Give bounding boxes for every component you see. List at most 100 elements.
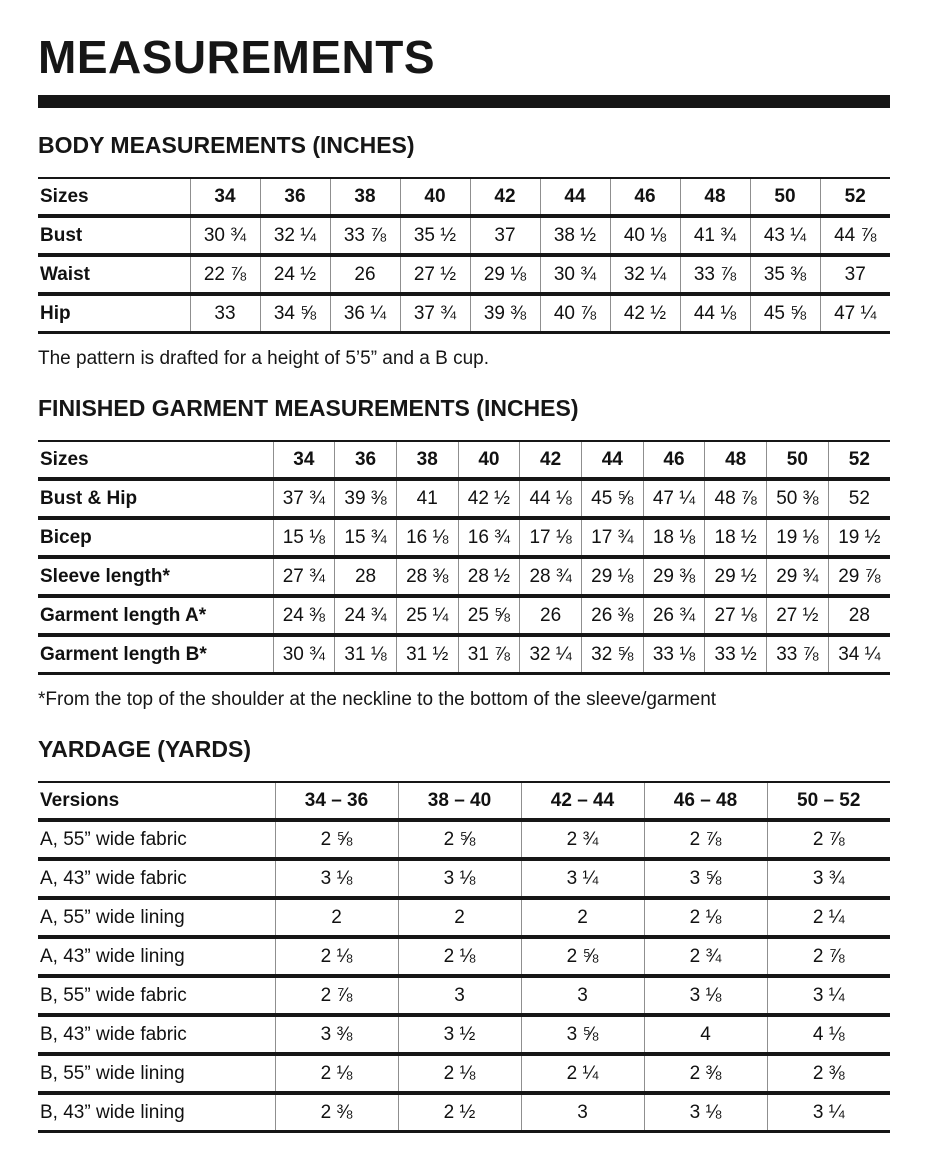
row-label: Garment length A*: [38, 596, 273, 638]
label-column-header: Versions: [38, 782, 275, 823]
value-cell: 3 ⅛: [643, 976, 767, 1018]
size-column-header: 38 – 40: [397, 782, 521, 823]
size-column-header: 52: [819, 178, 890, 219]
value-cell: 33 ½: [704, 635, 767, 676]
value-cell: 42 ½: [457, 479, 520, 521]
size-column-header: 48: [679, 178, 750, 219]
size-column-header: 44: [539, 178, 610, 219]
value-cell: 43 ¼: [749, 216, 820, 258]
value-cell: 32 ¼: [259, 216, 330, 258]
value-cell: 44 ⅛: [679, 294, 750, 335]
size-column-header: 48: [704, 441, 767, 482]
value-cell: 26 ⅜: [580, 596, 644, 638]
value-cell: 28: [334, 557, 397, 599]
value-cell: 3 ⅛: [643, 1093, 767, 1134]
value-cell: 18 ½: [704, 518, 767, 560]
value-cell: 36 ¼: [329, 294, 400, 335]
value-cell: 24 ⅜: [272, 596, 335, 638]
value-cell: 2 ⅝: [274, 820, 398, 862]
value-cell: 3: [397, 976, 521, 1018]
value-cell: 2 ⅛: [397, 1054, 521, 1096]
value-cell: 2 ⅜: [274, 1093, 398, 1134]
value-cell: 48 ⅞: [704, 479, 767, 521]
value-cell: 37: [819, 255, 890, 297]
size-column-header: 46: [642, 441, 705, 482]
value-cell: 27 ¾: [272, 557, 335, 599]
row-label: Sleeve length*: [38, 557, 273, 599]
value-cell: 29 ⅛: [469, 255, 540, 297]
value-cell: 33 ⅞: [679, 255, 750, 297]
value-cell: 41 ¾: [679, 216, 750, 258]
value-cell: 24 ½: [259, 255, 330, 297]
value-cell: 2 ⅜: [643, 1054, 767, 1096]
value-cell: 3 ¼: [766, 1093, 890, 1134]
value-cell: 17 ⅛: [519, 518, 582, 560]
size-column-header: 42 – 44: [520, 782, 644, 823]
value-cell: 31 ⅛: [334, 635, 397, 676]
value-cell: 2 ⅞: [766, 820, 890, 862]
value-cell: 32 ¼: [609, 255, 680, 297]
label-column-header: Sizes: [38, 441, 273, 482]
value-cell: 32 ¼: [519, 635, 582, 676]
value-cell: 3 ⅝: [643, 859, 767, 901]
size-column-header: 50 – 52: [766, 782, 890, 823]
value-cell: 18 ⅛: [642, 518, 705, 560]
value-cell: 3 ⅛: [397, 859, 521, 901]
size-column-header: 52: [827, 441, 890, 482]
size-column-header: 42: [469, 178, 540, 219]
size-column-header: 46 – 48: [643, 782, 767, 823]
table-row: Bicep 15 ⅛ 15 ¾ 16 ⅛ 16 ¾ 17 ⅛ 17 ¾ 18 ⅛ 18 ½ 19 …: [38, 518, 890, 560]
value-cell: 3: [520, 1093, 644, 1134]
value-cell: 2 ⅛: [274, 937, 398, 979]
row-label: B, 55” wide fabric: [38, 976, 275, 1018]
row-label: B, 43” wide fabric: [38, 1015, 275, 1057]
value-cell: 16 ⅛: [395, 518, 459, 560]
row-label: Bust & Hip: [38, 479, 273, 521]
value-cell: 47 ¼: [819, 294, 890, 335]
value-cell: 3 ¼: [766, 976, 890, 1018]
value-cell: 27 ½: [766, 596, 829, 638]
value-cell: 50 ⅜: [766, 479, 829, 521]
value-cell: 30 ¾: [272, 635, 335, 676]
finished-garment-footnote: *From the top of the shoulder at the nec…: [38, 689, 717, 711]
value-cell: 3 ¾: [766, 859, 890, 901]
value-cell: 2 ⅛: [643, 898, 767, 940]
value-cell: 28: [827, 596, 890, 638]
row-label: Garment length B*: [38, 635, 273, 676]
value-cell: 2 ⅛: [397, 937, 521, 979]
row-label: A, 55” wide fabric: [38, 820, 275, 862]
value-cell: 33: [189, 294, 260, 335]
value-cell: 33 ⅞: [329, 216, 400, 258]
size-column-header: 36: [334, 441, 397, 482]
value-cell: 31 ⅞: [457, 635, 520, 676]
value-cell: 33 ⅞: [766, 635, 829, 676]
value-cell: 45 ⅝: [580, 479, 644, 521]
section-heading-yardage: YARDAGE (YARDS): [38, 736, 252, 763]
body-measurements-note: The pattern is drafted for a height of 5…: [38, 348, 489, 370]
value-cell: 26 ¾: [642, 596, 705, 638]
value-cell: 22 ⅞: [189, 255, 260, 297]
row-label: A, 55” wide lining: [38, 898, 275, 940]
value-cell: 35 ½: [399, 216, 470, 258]
value-cell: 32 ⅝: [580, 635, 644, 676]
value-cell: 4 ⅛: [766, 1015, 890, 1057]
size-column-header: 34: [272, 441, 335, 482]
value-cell: 2 ⅞: [643, 820, 767, 862]
value-cell: 34 ¼: [827, 635, 890, 676]
value-cell: 47 ¼: [642, 479, 705, 521]
value-cell: 3 ¼: [520, 859, 644, 901]
size-column-header: 40: [457, 441, 520, 482]
value-cell: 38 ½: [539, 216, 610, 258]
value-cell: 45 ⅝: [749, 294, 820, 335]
value-cell: 25 ¼: [395, 596, 459, 638]
value-cell: 3 ⅝: [520, 1015, 644, 1057]
value-cell: 2 ⅝: [397, 820, 521, 862]
value-cell: 44 ⅞: [819, 216, 890, 258]
page-title: MEASUREMENTS: [38, 31, 436, 83]
